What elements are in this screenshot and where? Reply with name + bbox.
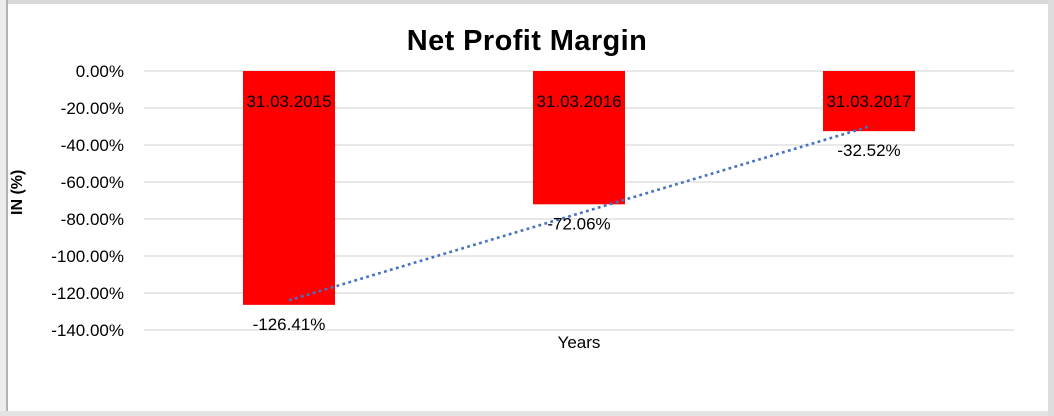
y-tick-label--140: -140.00% (51, 321, 124, 340)
chart-title: Net Profit Margin (406, 25, 648, 57)
bar-31.03.2016 (533, 71, 625, 205)
category-label-31.03.2015: 31.03.2015 (246, 92, 331, 111)
bar-31.03.2017 (823, 71, 915, 132)
x-axis-title: Years (557, 333, 601, 352)
y-tick-label--80: -80.00% (61, 210, 124, 229)
y-tick-label--120: -120.00% (51, 284, 124, 303)
window-border-bottom (0, 411, 1054, 416)
category-label-31.03.2017: 31.03.2017 (826, 92, 911, 111)
y-tick-label--40: -40.00% (61, 136, 124, 155)
y-tick-label--100: -100.00% (51, 247, 124, 266)
y-tick-label--20: -20.00% (61, 99, 124, 118)
window-border-left-line (6, 0, 8, 416)
y-tick-label-0: 0.00% (76, 62, 124, 81)
trendline (288, 125, 870, 302)
bar-31.03.2015 (243, 71, 335, 305)
y-tick-label--60: -60.00% (61, 173, 124, 192)
window-border-left (0, 0, 6, 416)
value-label-31.03.2015: -126.41% (253, 315, 326, 334)
window-border-top (0, 0, 1054, 4)
value-label-31.03.2016: -72.06% (547, 214, 610, 233)
value-label-31.03.2017: -32.52% (837, 141, 900, 160)
category-label-31.03.2016: 31.03.2016 (536, 92, 621, 111)
window-border-right (1048, 0, 1054, 416)
